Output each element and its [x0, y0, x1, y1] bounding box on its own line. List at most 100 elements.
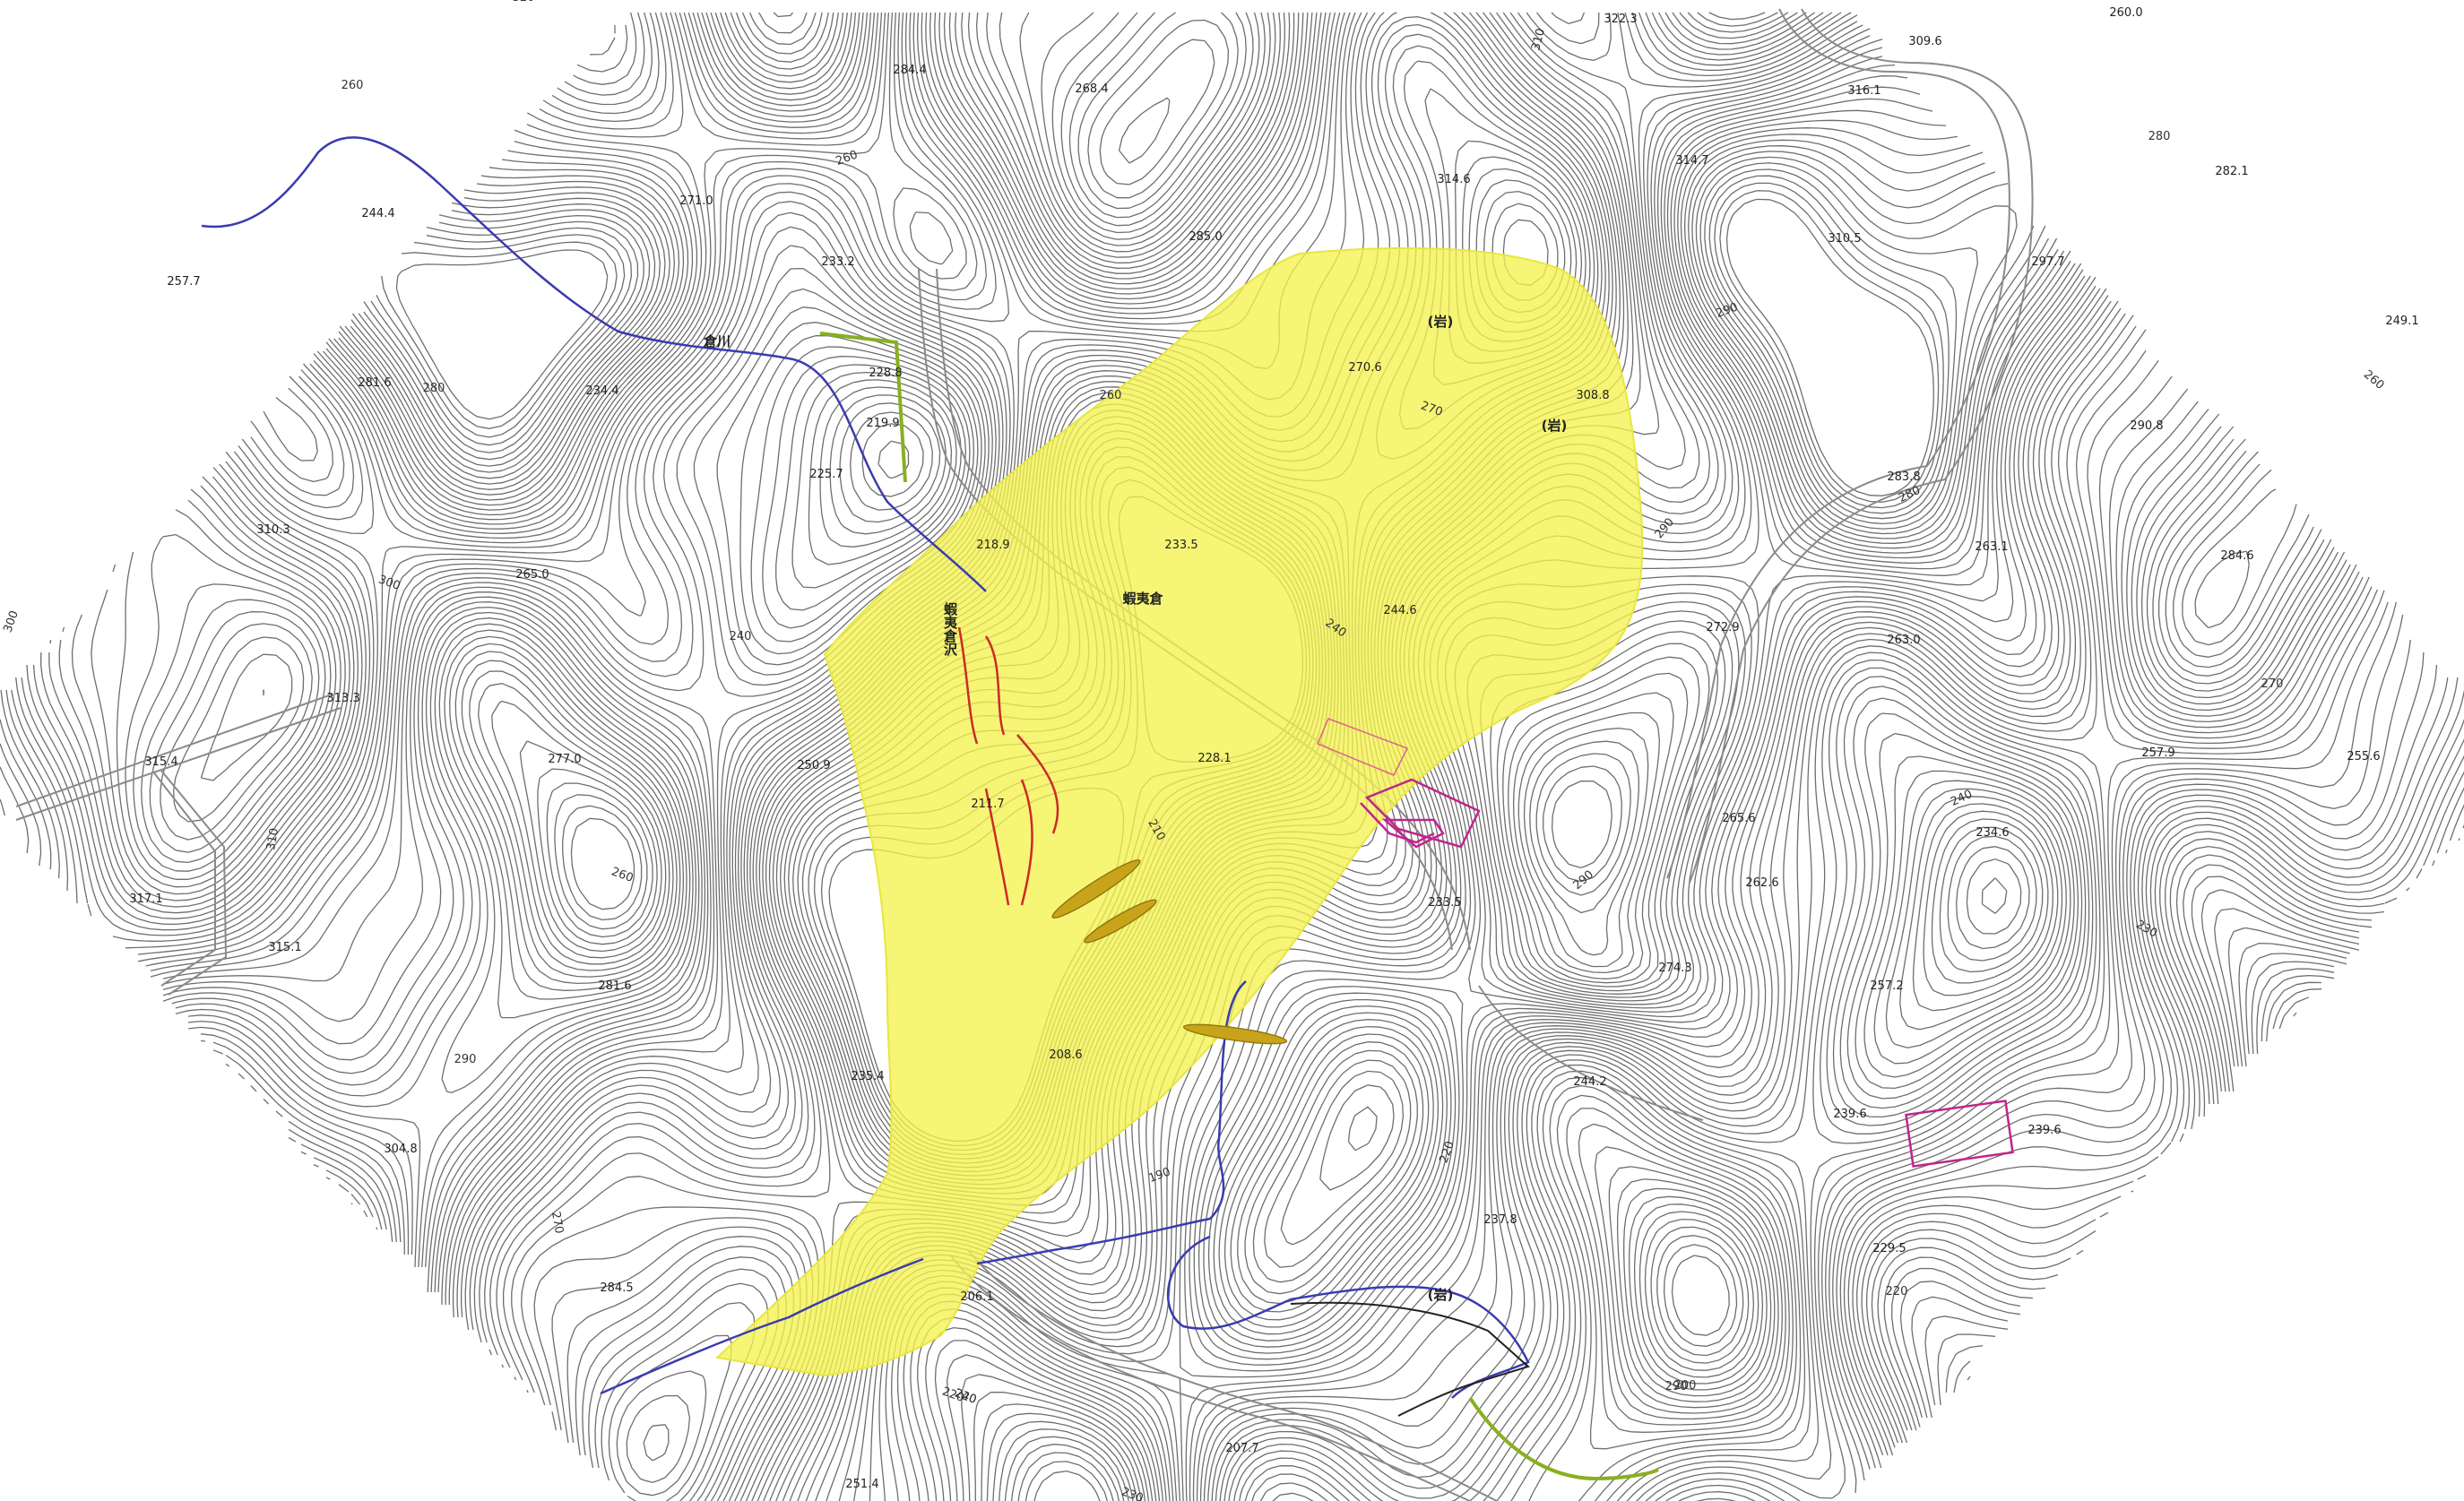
structure	[1317, 718, 1409, 776]
elevation-point-label: 274.3	[1658, 962, 1691, 975]
green-path	[819, 332, 907, 483]
elevation-point-label: 304.8	[384, 1143, 417, 1156]
lower-road-edge	[967, 1249, 1498, 1501]
contour-label: 280	[1897, 484, 1923, 505]
elevation-point-label: 263.0	[1887, 634, 1920, 647]
hazard-area	[714, 246, 1644, 1377]
elevation-point-label: 270.6	[1348, 361, 1381, 375]
elevation-point-label: 229.5	[1872, 1242, 1906, 1255]
red-lines	[957, 626, 1059, 906]
elevation-point-label: 211.7	[971, 798, 1004, 811]
dam	[1182, 1023, 1288, 1045]
river-line	[976, 980, 1247, 1265]
elevation-point-label: 235.4	[851, 1070, 884, 1083]
contour-label: 230	[2133, 918, 2159, 940]
red-line	[984, 788, 1010, 906]
contour-label: 220	[953, 1386, 978, 1407]
elevation-point-label: 218.9	[976, 539, 1009, 552]
lower-road-edge	[949, 1254, 1471, 1501]
river-line	[201, 136, 987, 592]
elevation-point-label: 309.6	[1908, 35, 1941, 48]
elevation-point-label: 257.2	[1870, 979, 1903, 993]
contour-label: 260	[342, 79, 364, 92]
elevation-point-label: 281.6	[598, 979, 631, 993]
elevation-point-label: 283.8	[1887, 470, 1920, 484]
red-line	[957, 626, 979, 745]
structures	[1290, 718, 2014, 1417]
main-road-edge	[1689, 8, 2034, 884]
elevation-point-label: 228.1	[1197, 752, 1231, 765]
dams	[1051, 858, 1288, 1045]
contour-label: 240	[1949, 788, 1975, 809]
elevation-point-label: 263.1	[1975, 540, 2008, 554]
green-paths	[819, 332, 1659, 1481]
elevation-point-label: 233.5	[1428, 896, 1461, 910]
contour-label: 290	[1715, 300, 1740, 321]
elevation-point-label: 314.6	[1437, 173, 1470, 186]
contour-label: 290	[1665, 1380, 1688, 1393]
contour-label: 230	[1120, 1485, 1145, 1501]
elevation-point-label: 244.4	[361, 207, 394, 220]
contour-label: 320	[513, 0, 535, 4]
elevation-point-label: 277.0	[548, 753, 581, 766]
elevation-point-label: 233.2	[821, 255, 854, 269]
elevation-point-label: 284.6	[2220, 549, 2253, 563]
rock-label: (岩)	[1542, 418, 1568, 434]
elevation-point-label: 272.9	[1706, 621, 1739, 634]
contour-label: 280	[423, 382, 445, 395]
elevation-point-label: 255.6	[2347, 750, 2380, 763]
elevation-point-label: 207.7	[1225, 1442, 1258, 1455]
river-line	[600, 1257, 924, 1395]
road-edge	[151, 770, 216, 987]
elevation-point-label: 225.7	[809, 468, 843, 481]
rivers	[201, 136, 1530, 1399]
elevation-point-label: 208.6	[1049, 1048, 1082, 1062]
elevation-point-label: 284.5	[600, 1281, 633, 1295]
structure	[1381, 818, 1445, 849]
elevation-point-label: 265.0	[515, 568, 549, 582]
elevation-point-label: 234.4	[585, 384, 618, 398]
elevation-point-label: 297.7	[2031, 255, 2064, 269]
elevation-point-label: 265.6	[1722, 812, 1755, 825]
rock-label: (岩)	[1428, 1287, 1454, 1303]
contour-label: 190	[1147, 1165, 1172, 1186]
elevation-point-label: 234.6	[1976, 826, 2009, 840]
dam	[1051, 858, 1141, 919]
dam	[1084, 899, 1157, 944]
elevation-point-label: 268.4	[1075, 82, 1108, 96]
road-edge	[15, 694, 333, 807]
structure	[1360, 802, 1435, 844]
main-road-edge	[1666, 8, 2010, 879]
red-line	[1016, 734, 1059, 834]
elevation-point-label: 285.0	[1189, 230, 1222, 244]
elevation-point-label: 237.8	[1483, 1213, 1517, 1227]
elevation-point-label: 271.0	[679, 194, 713, 208]
structure	[1290, 1301, 1530, 1417]
river-line	[1166, 1235, 1530, 1399]
elevation-point-label: 281.6	[358, 376, 391, 390]
contour-label: 310	[264, 827, 281, 851]
road-edge	[160, 770, 228, 996]
place-name-label: 蝦夷倉	[1122, 591, 1163, 607]
contour-label: 290	[1653, 515, 1677, 541]
elevation-point-label: 249.1	[2385, 315, 2418, 328]
elevation-point-label: 310.5	[1828, 232, 1861, 246]
elevation-point-label: 239.6	[2027, 1124, 2061, 1137]
contour-label: 280	[2148, 130, 2171, 143]
elevation-point-label: 317.1	[129, 893, 162, 906]
red-line	[984, 635, 1006, 736]
contour-label: 270	[549, 1211, 566, 1235]
contour-label: 270	[2261, 677, 2284, 691]
contour-label: 260	[610, 865, 635, 885]
elevation-point-label: 262.6	[1745, 876, 1778, 890]
elevation-point-label: 251.4	[845, 1478, 878, 1491]
elevation-point-label: 233.5	[1164, 539, 1197, 552]
stream-name-label: 蝦夷倉沢	[942, 601, 958, 657]
elevation-point-label: 314.7	[1675, 154, 1708, 168]
contour-label: 310	[1529, 27, 1548, 52]
contour-label: 290	[1570, 868, 1596, 893]
contour-label: 300	[376, 573, 402, 593]
contour-label: 290	[454, 1053, 477, 1066]
contour-label: 240	[730, 630, 752, 643]
